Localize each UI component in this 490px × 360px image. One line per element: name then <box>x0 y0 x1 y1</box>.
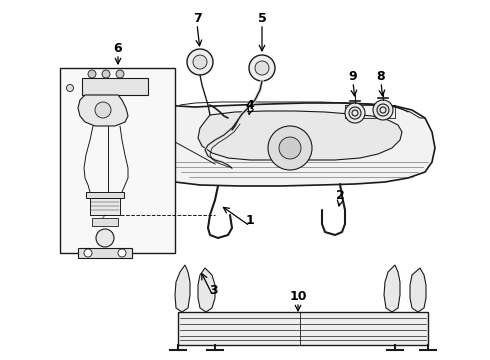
Text: 6: 6 <box>114 41 122 54</box>
Circle shape <box>380 107 386 113</box>
Circle shape <box>373 100 393 120</box>
Circle shape <box>279 137 301 159</box>
Text: 4: 4 <box>245 99 254 112</box>
Text: 2: 2 <box>336 189 344 202</box>
Polygon shape <box>178 312 428 345</box>
Text: 7: 7 <box>193 12 201 24</box>
Circle shape <box>102 70 110 78</box>
Circle shape <box>187 49 213 75</box>
Circle shape <box>96 229 114 247</box>
Circle shape <box>352 110 358 116</box>
Text: 3: 3 <box>209 284 217 297</box>
Polygon shape <box>410 268 426 312</box>
Polygon shape <box>82 78 148 95</box>
Polygon shape <box>90 198 120 215</box>
Circle shape <box>84 249 92 257</box>
Text: 5: 5 <box>258 12 267 24</box>
Text: 1: 1 <box>245 213 254 226</box>
Text: 10: 10 <box>289 289 307 302</box>
Polygon shape <box>92 218 118 226</box>
Circle shape <box>249 55 275 81</box>
Text: 9: 9 <box>349 69 357 82</box>
Polygon shape <box>198 111 402 160</box>
Circle shape <box>349 107 361 119</box>
Circle shape <box>67 85 74 91</box>
Circle shape <box>255 61 269 75</box>
Polygon shape <box>78 95 128 126</box>
Circle shape <box>88 70 96 78</box>
Circle shape <box>345 103 365 123</box>
Polygon shape <box>175 265 190 312</box>
Circle shape <box>95 102 111 118</box>
Bar <box>60 68 175 253</box>
Circle shape <box>116 70 124 78</box>
Circle shape <box>377 104 389 116</box>
Polygon shape <box>384 265 400 312</box>
Text: 8: 8 <box>377 69 385 82</box>
Circle shape <box>193 55 207 69</box>
Circle shape <box>268 126 312 170</box>
Polygon shape <box>86 192 124 198</box>
Polygon shape <box>78 248 132 258</box>
Polygon shape <box>145 103 435 186</box>
Circle shape <box>118 249 126 257</box>
Polygon shape <box>198 268 215 312</box>
